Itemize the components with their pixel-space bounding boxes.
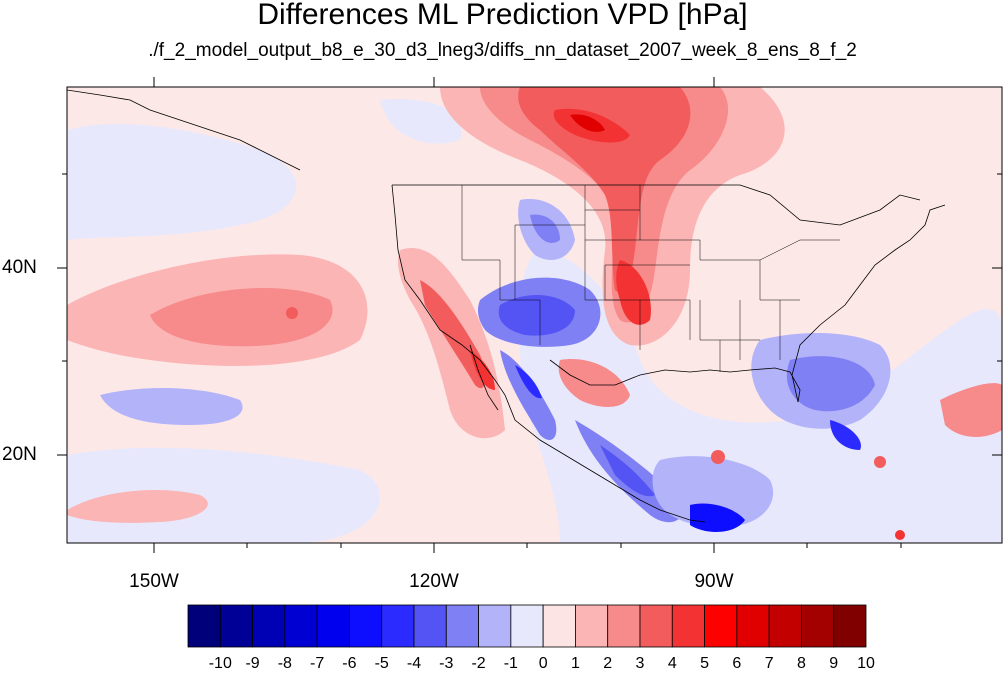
colorbar-label: 3 [635, 655, 645, 672]
colorbar-box [639, 604, 673, 648]
colorbar-label: -7 [310, 655, 325, 672]
colorbar-box [219, 604, 253, 648]
colorbar-label: 8 [796, 655, 806, 672]
colorbar-label: 0 [538, 655, 548, 672]
colorbar-label: 7 [764, 655, 774, 672]
colorbar-box [736, 604, 770, 648]
colorbar-box [801, 604, 835, 648]
state-borders [461, 185, 840, 372]
colorbar-label: -10 [208, 655, 232, 672]
colorbar-label: 5 [700, 655, 710, 672]
map-frame [66, 86, 1003, 544]
map-title: Differences ML Prediction VPD [hPa] [257, 0, 748, 31]
colorbar-box [316, 604, 350, 648]
colorbar-label: 10 [857, 655, 875, 672]
lon-label-120w: 120W [409, 571, 459, 592]
colorbar-box [607, 604, 641, 648]
colorbar-box [833, 604, 867, 648]
colorbar-box [252, 604, 286, 648]
colorbar-label: 2 [603, 655, 613, 672]
colorbar-label: -9 [245, 655, 260, 672]
colorbar-box [187, 604, 221, 648]
colorbar-box [381, 604, 415, 648]
colorbar-label: -1 [503, 655, 518, 672]
colorbar-box [349, 604, 383, 648]
vpd-difference-field [67, 87, 1002, 543]
colorbar-box [478, 604, 512, 648]
colorbar-label: 6 [732, 655, 742, 672]
colorbar-box [542, 604, 576, 648]
colorbar-label: 9 [829, 655, 839, 672]
colorbar-box [445, 604, 479, 648]
colorbar-box [704, 604, 738, 648]
colorbar-label: -5 [374, 655, 389, 672]
colorbar-box [284, 604, 318, 648]
colorbar-label: -3 [439, 655, 454, 672]
colorbar-label: 1 [570, 655, 580, 672]
axis-ticks [57, 77, 1002, 553]
colorbar-label: -6 [342, 655, 357, 672]
colorbar-label: -2 [471, 655, 486, 672]
colorbar-label: 4 [667, 655, 677, 672]
colorbar-box [575, 604, 609, 648]
colorbar-box [510, 604, 544, 648]
coastlines [67, 89, 946, 523]
lon-label-150w: 150W [129, 571, 179, 592]
colorbar-box [768, 604, 802, 648]
lon-label-90w: 90W [694, 571, 734, 592]
colorbar-label: -4 [406, 655, 422, 672]
colorbar-label: -8 [277, 655, 292, 672]
map-subtitle: ./f_2_model_output_b8_e_30_d3_lneg3/diff… [148, 40, 857, 61]
lat-label-40n: 40N [2, 257, 37, 278]
lat-label-20n: 20N [2, 444, 37, 465]
colorbar [187, 604, 867, 648]
colorbar-box [671, 604, 705, 648]
colorbar-box [413, 604, 447, 648]
